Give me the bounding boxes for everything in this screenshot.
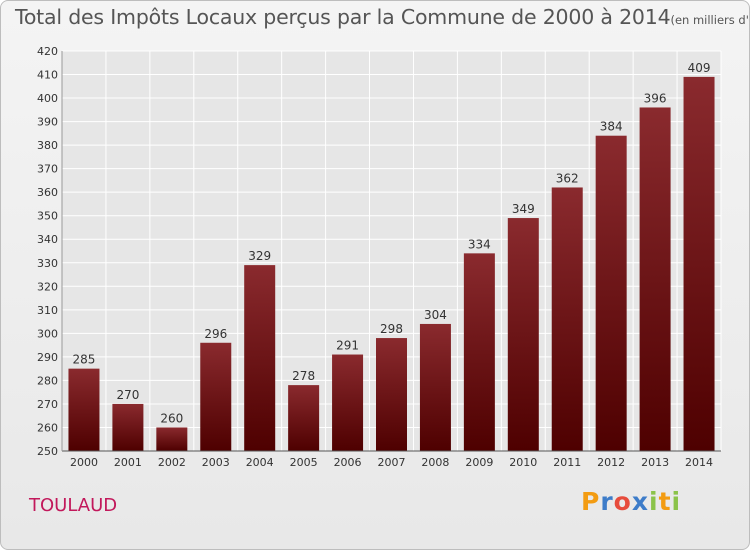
logo-letter: i bbox=[649, 487, 659, 516]
bar-value-label: 304 bbox=[424, 308, 447, 322]
bar-value-label: 278 bbox=[292, 369, 315, 383]
y-tick-label: 330 bbox=[37, 257, 58, 270]
logo-letter: o bbox=[613, 487, 632, 516]
logo-letter: i bbox=[671, 487, 682, 516]
x-tick-label: 2004 bbox=[246, 456, 274, 469]
y-tick-label: 320 bbox=[37, 280, 58, 293]
x-tick-label: 2014 bbox=[685, 456, 713, 469]
x-tick-label: 2008 bbox=[421, 456, 449, 469]
y-tick-label: 260 bbox=[37, 421, 58, 434]
bar-value-label: 396 bbox=[644, 91, 667, 105]
logo-letter: t bbox=[658, 487, 672, 516]
x-tick-label: 2012 bbox=[597, 456, 625, 469]
logo-letter: P bbox=[581, 487, 601, 516]
x-tick-label: 2001 bbox=[114, 456, 142, 469]
bar bbox=[683, 76, 715, 451]
y-tick-label: 250 bbox=[37, 445, 58, 458]
bar-value-label: 260 bbox=[160, 411, 183, 425]
bar bbox=[156, 427, 188, 451]
bar-value-label: 384 bbox=[600, 120, 623, 134]
x-tick-label: 2000 bbox=[70, 456, 98, 469]
x-tick-label: 2011 bbox=[553, 456, 581, 469]
bar-value-label: 296 bbox=[204, 327, 227, 341]
bar bbox=[551, 187, 583, 451]
bar-value-label: 334 bbox=[468, 237, 491, 251]
y-tick-label: 370 bbox=[37, 163, 58, 176]
x-tick-label: 2003 bbox=[202, 456, 230, 469]
bar bbox=[507, 218, 539, 451]
chart-title-text: Total des Impôts Locaux perçus par la Co… bbox=[15, 5, 671, 29]
chart-title: Total des Impôts Locaux perçus par la Co… bbox=[15, 5, 749, 29]
bar bbox=[332, 354, 364, 451]
y-tick-label: 410 bbox=[37, 69, 58, 82]
y-tick-label: 290 bbox=[37, 351, 58, 364]
commune-name: TOULAUD bbox=[29, 495, 118, 516]
bar bbox=[112, 403, 144, 451]
y-tick-label: 350 bbox=[37, 210, 58, 223]
bar bbox=[68, 368, 100, 451]
bar bbox=[376, 338, 407, 451]
bar-value-label: 362 bbox=[556, 171, 579, 185]
y-tick-label: 400 bbox=[37, 92, 58, 105]
y-tick-label: 310 bbox=[37, 304, 58, 317]
y-tick-label: 270 bbox=[37, 398, 58, 411]
x-tick-label: 2010 bbox=[509, 456, 537, 469]
y-tick-label: 360 bbox=[37, 186, 58, 199]
x-tick-label: 2005 bbox=[290, 456, 318, 469]
bar bbox=[200, 342, 232, 451]
bar bbox=[463, 253, 495, 451]
bar bbox=[419, 323, 451, 451]
x-tick-label: 2006 bbox=[334, 456, 362, 469]
y-tick-label: 390 bbox=[37, 116, 58, 129]
x-tick-label: 2007 bbox=[378, 456, 406, 469]
bar bbox=[595, 135, 627, 452]
y-tick-label: 380 bbox=[37, 139, 58, 152]
x-tick-label: 2013 bbox=[641, 456, 669, 469]
bar-value-label: 298 bbox=[380, 322, 403, 336]
logo-letter: x bbox=[631, 487, 649, 516]
bar-value-label: 409 bbox=[688, 61, 711, 75]
y-tick-label: 300 bbox=[37, 327, 58, 340]
x-tick-label: 2002 bbox=[158, 456, 186, 469]
proxiti-logo: Proxiti bbox=[581, 487, 681, 516]
bar bbox=[288, 385, 320, 451]
y-tick-label: 340 bbox=[37, 233, 58, 246]
bar-value-label: 291 bbox=[336, 339, 359, 353]
bar bbox=[639, 107, 671, 452]
chart-title-unit: (en milliers d'€) bbox=[670, 13, 749, 27]
logo-letter: r bbox=[600, 487, 614, 516]
y-tick-label: 420 bbox=[37, 45, 58, 58]
bar-value-label: 329 bbox=[248, 249, 271, 263]
bar-value-label: 349 bbox=[512, 202, 535, 216]
bar-value-label: 285 bbox=[73, 353, 96, 367]
y-tick-label: 280 bbox=[37, 374, 58, 387]
bar-value-label: 270 bbox=[116, 388, 139, 402]
bar bbox=[244, 265, 276, 451]
x-tick-label: 2009 bbox=[465, 456, 493, 469]
